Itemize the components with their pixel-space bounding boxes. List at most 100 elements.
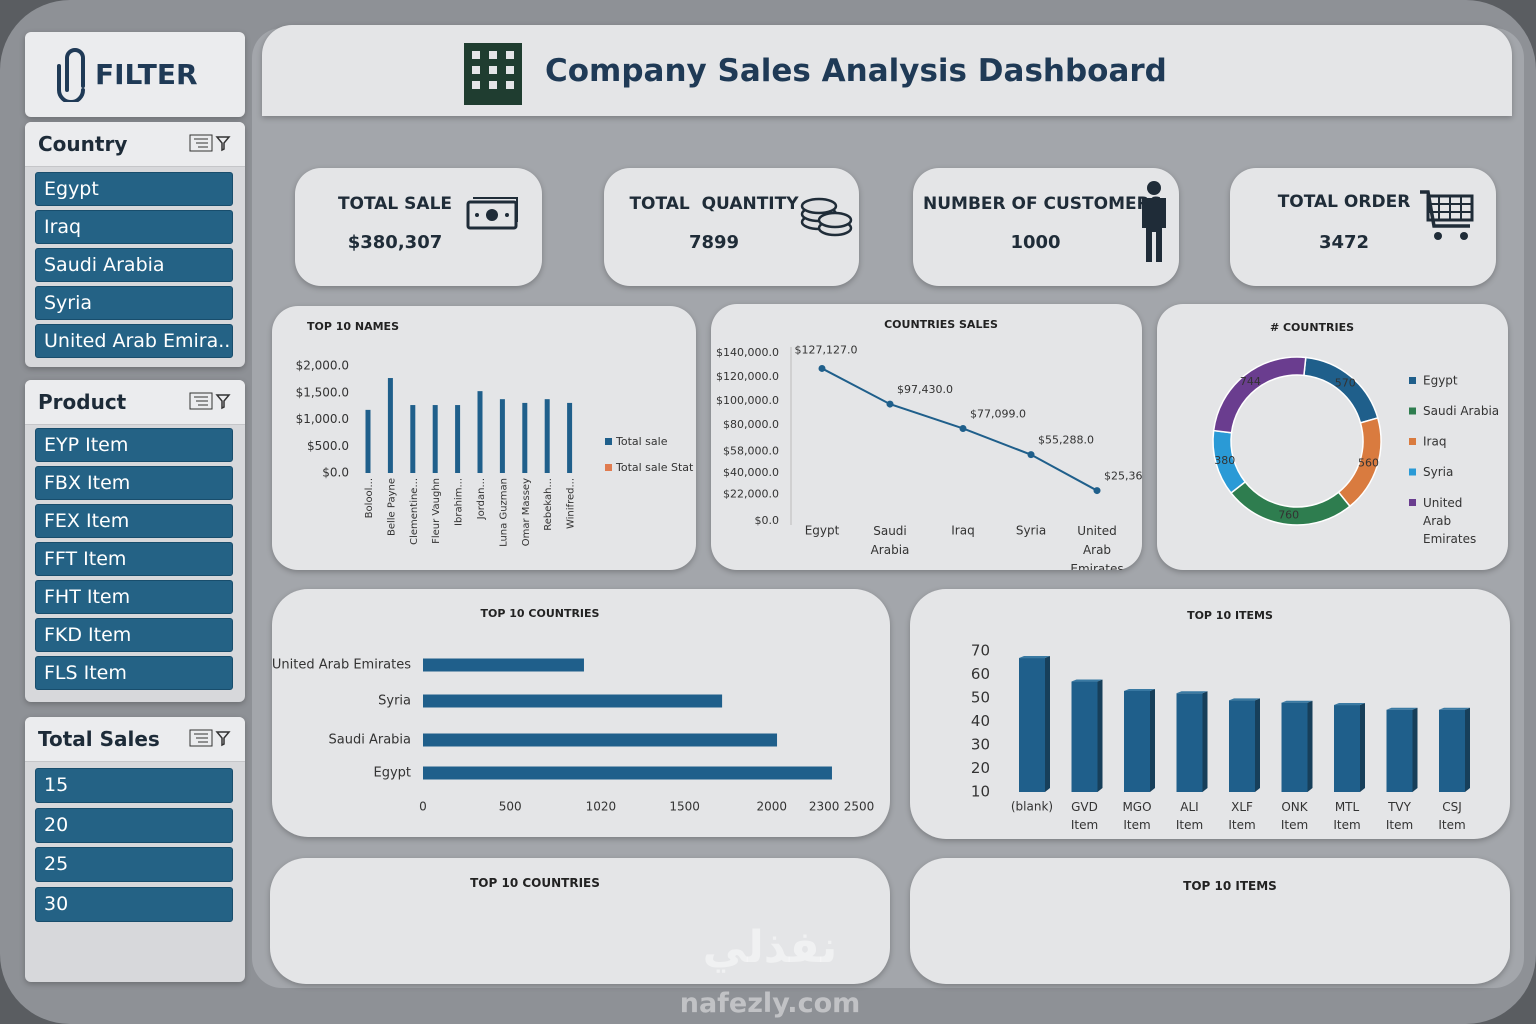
x-tick-label: 2000 xyxy=(757,800,788,814)
slicer-header: Total Sales xyxy=(25,717,245,762)
bar-top xyxy=(1334,703,1365,706)
y-tick-label: $1,000.0 xyxy=(296,412,349,426)
legend-swatch xyxy=(605,464,612,471)
bar-top xyxy=(1281,700,1313,703)
chart-panel: # COUNTRIES 570 560 760 380 744 Egypt Saudi Ara… xyxy=(1157,304,1508,570)
legend-label: Iraq xyxy=(1423,435,1446,449)
slicer-item[interactable]: Iraq xyxy=(35,210,233,244)
x-tick-label: 2500 xyxy=(844,800,875,814)
slicer-item[interactable]: FEX Item xyxy=(35,504,233,538)
bar xyxy=(1019,658,1045,792)
chart: TOP 10 ITEMS 10 20 30 40 50 60 70 (blank) GVD Item… xyxy=(971,609,1470,832)
header: Company Sales Analysis Dashboard xyxy=(262,25,1512,116)
legend-label: Saudi Arabia xyxy=(1423,404,1499,418)
slicer-item[interactable]: FKD Item xyxy=(35,618,233,652)
chart: COUNTRIES SALES $0.0 $22,000.0 $40,000.0 $58… xyxy=(716,318,1160,576)
x-tick-label: Fleur Vaughn xyxy=(431,478,442,544)
x-tick-label: Omar Massey xyxy=(521,478,532,546)
x-tick-label: Rebekah... xyxy=(543,478,554,531)
legend-label: Egypt xyxy=(1423,374,1458,388)
slicer-item[interactable]: Saudi Arabia xyxy=(35,248,233,282)
legend-swatch xyxy=(1409,499,1416,506)
kpi-card: TOTAL ORDER 3472 xyxy=(1230,168,1496,286)
slicer-item[interactable]: FFT Item xyxy=(35,542,233,576)
legend-swatch xyxy=(1409,468,1416,476)
chart-panel: TOP 10 COUNTRIES 0 500 1020 1500 2000 2300 2500… xyxy=(272,589,890,837)
x-tick-label: United Arab Emirates xyxy=(1070,524,1123,571)
bar xyxy=(410,405,416,473)
point xyxy=(1093,487,1101,495)
y-tick-label: 30 xyxy=(971,736,990,754)
person-icon xyxy=(1142,181,1166,262)
x-tick-label: Winifred... xyxy=(566,478,577,529)
y-tick-label: $58,000.0 xyxy=(723,444,779,457)
slicer-title: Total Sales xyxy=(38,727,160,751)
slicer-title: Country xyxy=(38,132,128,156)
panel-title: TOP 10 COUNTRIES xyxy=(470,876,600,890)
legend-swatch xyxy=(605,438,612,445)
y-tick-label: $0.0 xyxy=(322,466,349,480)
bar-side xyxy=(1150,688,1155,792)
bar xyxy=(1386,709,1413,792)
chart-panel: COUNTRIES SALES $0.0 $22,000.0 $40,000.0 $58… xyxy=(711,304,1160,576)
y-tick-label: $500.0 xyxy=(307,439,349,453)
slicer-item[interactable]: 20 xyxy=(35,807,233,843)
slicer-item[interactable]: FLS Item xyxy=(35,656,233,690)
slicer-item[interactable]: FBX Item xyxy=(35,466,233,500)
bar-top xyxy=(1019,656,1050,659)
bar-side xyxy=(1412,707,1418,792)
kpi-value: 7899 xyxy=(688,232,740,253)
donut-slice xyxy=(1303,356,1379,424)
y-tick-label: $80,000.0 xyxy=(723,418,779,431)
slicer-icons[interactable] xyxy=(189,392,233,412)
slicer-item[interactable]: United Arab Emira... xyxy=(35,324,233,358)
bar-side xyxy=(1255,698,1260,792)
kpi-label: TOTAL QUANTITY xyxy=(629,194,799,214)
data-label: $97,430.0 xyxy=(897,383,953,396)
x-tick-label: ONK Item xyxy=(1281,800,1309,832)
x-tick-label: Egypt xyxy=(805,524,840,538)
kpi-label: TOTAL ORDER xyxy=(1277,192,1411,212)
bar-top xyxy=(1124,688,1155,691)
data-label: 744 xyxy=(1240,375,1261,388)
chart-title: COUNTRIES SALES xyxy=(884,318,998,331)
slicer-item[interactable]: 30 xyxy=(35,886,233,922)
data-label: 380 xyxy=(1214,454,1235,467)
x-tick-label: Ibrahim... xyxy=(454,478,465,526)
x-tick-label: (blank) xyxy=(1011,800,1053,814)
donut-slice xyxy=(1212,356,1307,434)
y-tick-label: $2,000.0 xyxy=(296,359,349,373)
bar xyxy=(365,409,371,473)
kpi-value: 3472 xyxy=(1318,232,1370,253)
slicer-header: Product xyxy=(25,380,245,425)
bar xyxy=(387,378,393,473)
slicer-item[interactable]: 15 xyxy=(35,768,233,803)
legend-label: Total sale xyxy=(615,435,668,448)
bar-top xyxy=(1071,679,1103,682)
data-label: $127,127.0 xyxy=(795,343,858,356)
bar xyxy=(1124,690,1150,792)
y-tick-label: Egypt xyxy=(373,766,411,781)
filter-title: FILTER xyxy=(95,58,198,91)
kpi-card: NUMBER OF CUSTOMERS 1000 xyxy=(913,168,1179,286)
y-tick-label: 40 xyxy=(971,712,990,730)
empty-panel: TOP 10 COUNTRIES xyxy=(270,858,890,984)
slicer-icons[interactable] xyxy=(189,729,233,749)
slicer-item[interactable]: EYP Item xyxy=(35,428,233,462)
data-label: $77,099.0 xyxy=(970,407,1026,420)
bar xyxy=(477,391,483,473)
slicer-item[interactable]: 25 xyxy=(35,847,233,882)
slicer-icons[interactable] xyxy=(189,134,233,154)
bar-side xyxy=(1045,656,1050,792)
bar xyxy=(522,402,528,473)
cart-icon xyxy=(1420,190,1474,240)
chart-title: TOP 10 COUNTRIES xyxy=(481,607,600,620)
y-tick-label: $0.0 xyxy=(755,514,780,527)
slicer-title: Product xyxy=(38,390,127,414)
legend-label: United Arab Emirates xyxy=(1423,496,1476,546)
slicer-item[interactable]: FHT Item xyxy=(35,580,233,614)
slicer-item[interactable]: Egypt xyxy=(35,172,233,206)
y-tick-label: $1,500.0 xyxy=(296,385,349,399)
slicer-item[interactable]: Syria xyxy=(35,286,233,320)
x-tick-label: CSJ Item xyxy=(1438,800,1465,832)
